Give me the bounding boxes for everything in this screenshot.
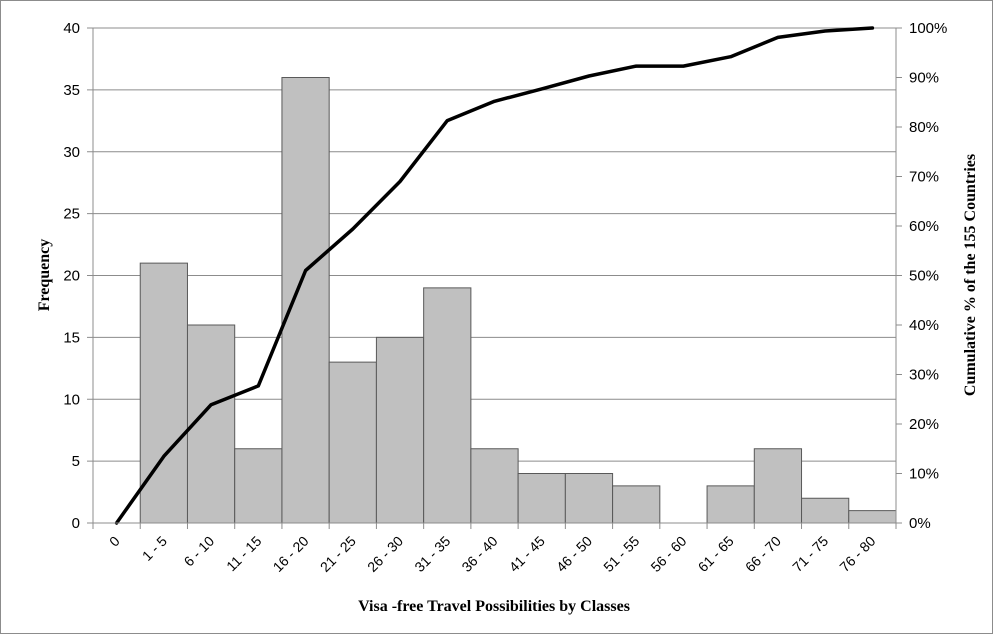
x-axis-title: Visa -free Travel Possibilities by Class… xyxy=(358,598,630,615)
bar xyxy=(753,448,803,524)
y-axis-tick-label: 20 xyxy=(63,268,80,285)
y2-axis-tick-label: 10% xyxy=(909,466,939,483)
y2-axis-tick-label: 40% xyxy=(909,317,939,334)
x-axis-tick-label: 26 - 30 xyxy=(364,533,406,575)
x-axis-tick-label: 16 - 20 xyxy=(270,533,312,575)
y2-axis-tick-label: 20% xyxy=(909,416,939,433)
y2-axis-tick-label: 70% xyxy=(909,169,939,186)
x-axis-tick-label: 76 - 80 xyxy=(836,533,878,575)
x-axis-tick-label: 56 - 60 xyxy=(647,533,689,575)
y-axis-tick-label: 10 xyxy=(63,391,80,408)
x-axis-tick-label: 0 xyxy=(106,533,123,550)
y2-axis-tick-label: 100% xyxy=(909,20,947,37)
bar xyxy=(848,510,897,524)
bar xyxy=(801,497,850,524)
bar xyxy=(281,77,330,524)
bar xyxy=(706,485,755,524)
bar-series xyxy=(139,77,897,524)
y-axis-tick-label: 40 xyxy=(63,20,80,37)
bar xyxy=(517,473,566,524)
bar xyxy=(423,287,472,524)
y-axis-tick-label: 15 xyxy=(63,329,80,346)
cumulative-line xyxy=(114,26,875,525)
x-axis-tick-label: 6 - 10 xyxy=(181,533,218,570)
x-axis-tick-label: 1 - 5 xyxy=(139,533,170,564)
bar xyxy=(234,448,283,524)
x-axis-tick-label: 41 - 45 xyxy=(506,533,548,575)
y2-axis-tick-label: 0% xyxy=(909,515,931,532)
y-axis-tick-label: 25 xyxy=(63,206,80,223)
x-axis-tick-label: 11 - 15 xyxy=(223,533,265,575)
y-axis-tick-label: 0 xyxy=(72,515,80,532)
x-axis-tick-label: 46 - 50 xyxy=(553,533,595,575)
y2-axis-tick-label: 80% xyxy=(909,119,939,136)
x-axis-tick-label: 61 - 65 xyxy=(695,533,737,575)
y-axis-tick-label: 5 xyxy=(72,453,80,470)
x-axis-tick-label: 51 - 55 xyxy=(600,533,642,575)
x-axis-tick-label: 36 - 40 xyxy=(458,533,500,575)
y2-axis-title: Cumulative % of the 155 Countries xyxy=(962,154,979,396)
y2-axis-tick-label: 50% xyxy=(909,268,939,285)
x-axis-tick-label: 71 - 75 xyxy=(789,533,831,575)
y2-axis-tick-label: 30% xyxy=(909,367,939,384)
x-axis-tick-label: 66 - 70 xyxy=(742,533,784,575)
bar xyxy=(139,262,188,524)
bar xyxy=(328,361,377,524)
bar xyxy=(612,485,661,524)
cumulative-line-series xyxy=(114,26,875,525)
bar xyxy=(375,336,425,524)
bar xyxy=(564,473,614,524)
x-axis-tick-label: 31 - 35 xyxy=(411,533,453,575)
bar xyxy=(470,448,519,524)
x-axis-tick-label: 21 - 25 xyxy=(317,533,359,575)
y-axis-tick-label: 30 xyxy=(63,144,80,161)
y2-axis-tick-label: 60% xyxy=(909,218,939,235)
y-axis-tick-label: 35 xyxy=(63,82,80,99)
y2-axis-tick-label: 90% xyxy=(909,70,939,87)
y-axis-title: Frequency xyxy=(36,239,53,312)
